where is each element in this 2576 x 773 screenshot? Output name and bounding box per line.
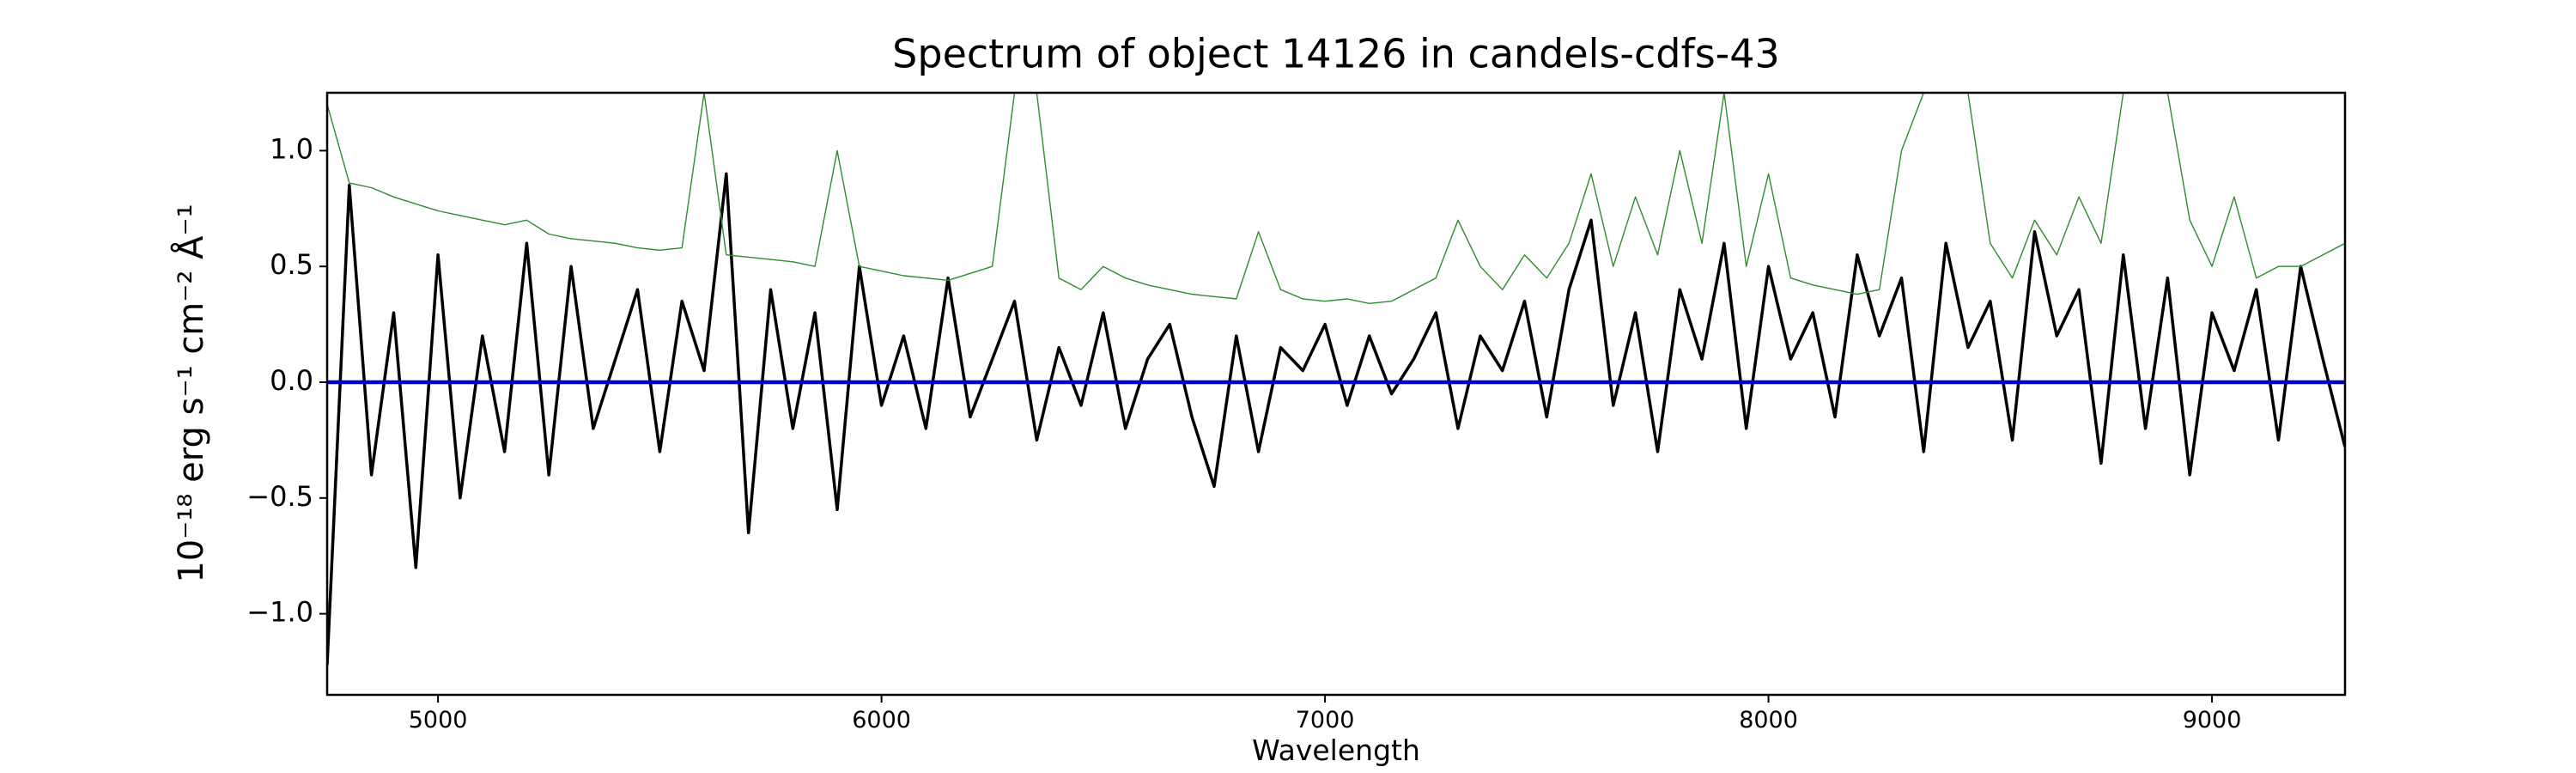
plot-lines (327, 93, 2345, 665)
x-tick-label: 5000 (409, 707, 468, 733)
x-tick-label: 8000 (1739, 707, 1798, 733)
spectrum-line (327, 172, 2345, 665)
y-tick-label: 0.5 (270, 248, 313, 281)
x-tick-label: 7000 (1296, 707, 1355, 733)
y-tick-label: 0.0 (270, 364, 313, 397)
y-tick-label: −0.5 (246, 480, 313, 513)
y-axis-label: 10⁻¹⁸ erg s⁻¹ cm⁻² Å⁻¹ (170, 204, 211, 582)
chart-title: Spectrum of object 14126 in candels-cdfs… (892, 31, 1780, 77)
x-tick-label: 6000 (852, 707, 911, 733)
y-tick-label: 1.0 (270, 132, 313, 165)
x-tick-label: 9000 (2183, 707, 2242, 733)
spectrum-line (327, 93, 2345, 304)
x-axis-label: Wavelength (1252, 733, 1420, 767)
plot-frame (325, 91, 2347, 697)
y-tick-label: −1.0 (246, 596, 313, 629)
